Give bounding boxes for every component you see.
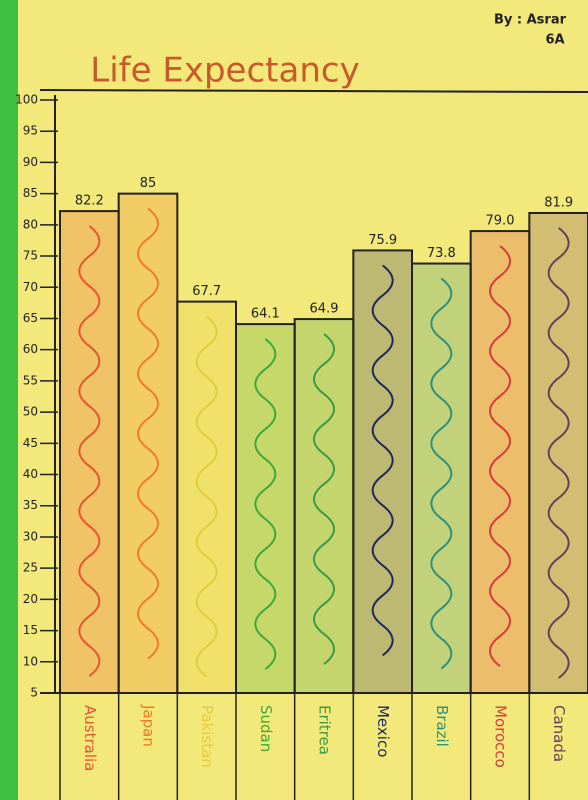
bar-squiggle — [547, 227, 570, 679]
bar — [59, 210, 120, 694]
y-tick-label: 65 — [23, 311, 38, 325]
y-tick-label: 45 — [23, 436, 38, 450]
chart-title: Life Expectancy — [90, 51, 359, 91]
y-tick-label: 60 — [23, 342, 38, 356]
paper — [18, 0, 588, 800]
bar-squiggle — [78, 225, 101, 677]
x-tick-label: Morocco — [492, 705, 510, 768]
y-tick-label: 95 — [23, 124, 38, 138]
x-tick-label: Sudan — [257, 705, 275, 752]
value-label: 73.8 — [427, 246, 456, 261]
y-tick-label: 20 — [23, 592, 38, 606]
value-label: 79.0 — [486, 214, 515, 229]
y-tick-label: 80 — [23, 217, 38, 231]
bar-squiggle — [313, 333, 335, 665]
y-tick-label: 25 — [23, 561, 38, 575]
author: By : Asrar — [494, 13, 567, 28]
y-tick-label: 5 — [30, 686, 38, 700]
bar-squiggle — [137, 207, 159, 660]
y-tick-label: 40 — [23, 467, 38, 481]
y-tick-label: 90 — [23, 155, 38, 169]
value-label: 81.9 — [544, 195, 573, 210]
bar — [117, 192, 179, 694]
value-label: 82.2 — [75, 194, 104, 209]
value-label: 85 — [140, 176, 157, 191]
value-label: 75.9 — [368, 233, 397, 248]
y-tick-label: 35 — [23, 498, 38, 512]
y-tick-label: 75 — [23, 249, 38, 263]
y-tick-label: 100 — [15, 93, 38, 107]
bar — [469, 230, 531, 695]
bar — [528, 211, 588, 694]
class-name: 6A — [545, 33, 564, 48]
x-tick-label: Mexico — [374, 705, 392, 757]
x-tick-label: Australia — [81, 705, 99, 771]
y-tick-label: 85 — [23, 186, 38, 200]
y-tick-label: 15 — [23, 623, 38, 637]
y-tick-label: 30 — [23, 529, 38, 543]
y-tick-label: 70 — [23, 280, 38, 294]
x-tick-label: Japan — [140, 704, 158, 747]
value-label: 67.7 — [192, 284, 221, 299]
y-tick-label: 55 — [23, 373, 38, 387]
bar-squiggle — [254, 338, 277, 670]
bar — [293, 318, 355, 694]
y-tick-label: 50 — [23, 405, 38, 419]
x-tick-label: Brazil — [433, 705, 451, 747]
bar — [411, 262, 472, 694]
y-tick-label: 10 — [23, 654, 38, 668]
value-label: 64.1 — [251, 307, 280, 322]
bar-squiggle — [195, 315, 218, 678]
bar-squiggle — [489, 245, 511, 667]
value-label: 64.9 — [310, 302, 339, 317]
bar-squiggle — [371, 264, 394, 657]
bar — [235, 323, 296, 694]
x-tick-label: Pakistan — [198, 705, 216, 768]
title-rule — [39, 89, 588, 93]
bar-squiggle — [430, 277, 453, 670]
x-tick-label: Eritrea — [316, 705, 334, 755]
x-tick-label: Canada — [550, 705, 568, 762]
